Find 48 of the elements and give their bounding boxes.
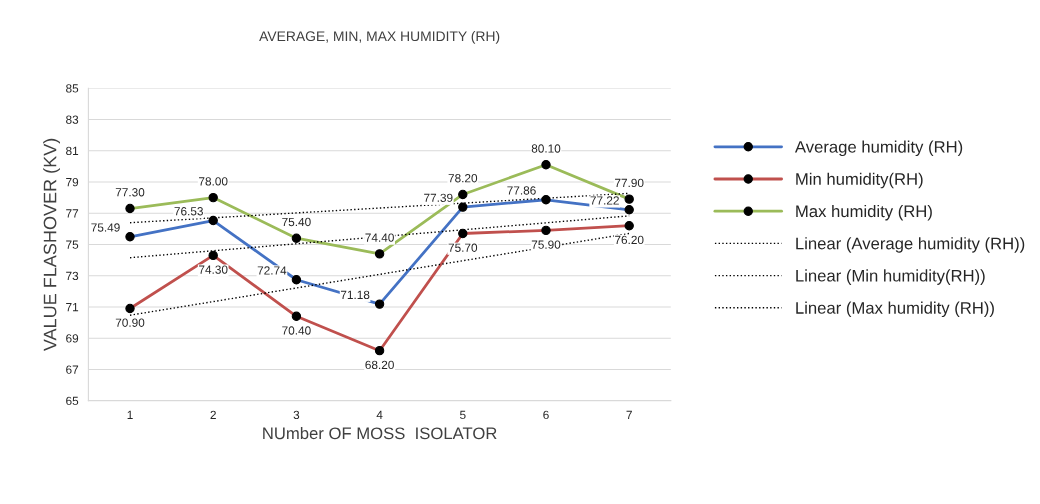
data-label: 74.30 [199,265,228,274]
data-label: 68.20 [365,360,394,370]
data-label: 78.00 [199,177,228,186]
y-tick-label: 83 [66,115,79,124]
data-label: 75.49 [91,223,120,232]
legend-label: Min humidity(RH) [796,172,923,189]
data-label: 77.39 [424,193,453,202]
data-label: 71.18 [340,290,370,300]
y-tick-label: 67 [66,365,79,374]
data-label: 77.30 [115,188,145,197]
y-tick-label: 81 [66,146,79,156]
data-label: 78.20 [448,174,478,183]
y-tick-label: 71 [66,303,79,312]
data-label: 77.90 [615,178,644,188]
y-tick-label: 73 [66,271,79,281]
legend-label: Average humidity (RH) [794,140,963,157]
data-label: 70.90 [115,318,145,327]
y-tick-label: 69 [66,334,79,343]
data-label: 74.40 [365,233,394,242]
legend-label: Max humidity (RH) [796,204,932,221]
x-tick-label: 2 [210,410,216,419]
x-tick-label: 1 [127,410,133,419]
data-label: 75.90 [531,240,561,249]
x-tick-label: 5 [459,410,466,420]
x-axis-title: NUmber OF MOSS ISOLATOR [263,426,497,440]
data-label: 77.86 [507,186,536,195]
x-tick-label: 7 [626,410,632,419]
y-axis-title: VALUE FLASHOVER (KV) [43,138,60,352]
data-label: 70.40 [282,326,311,335]
data-label: 72.74 [257,266,287,275]
data-label: 76.53 [174,207,203,216]
y-tick-label: 65 [66,396,79,406]
x-tick-label: 4 [376,410,383,419]
chart-title: AVERAGE, MIN, MAX HUMIDITY (RH) [259,30,500,44]
data-label: 77.22 [590,196,619,205]
legend-label: Linear (Min humidity(RH)) [796,269,985,285]
legend-label: Linear (Average humidity (RH)) [796,237,1025,253]
y-tick-label: 75 [66,240,79,249]
x-tick-label: 3 [293,410,300,420]
legend-label: Linear (Max humidity (RH)) [796,301,994,318]
y-tick-label: 79 [66,177,79,187]
data-label: 76.20 [615,235,644,245]
data-label: 80.10 [531,144,561,153]
y-tick-label: 77 [66,209,79,218]
data-label: 75.40 [282,217,311,227]
y-tick-label: 85 [66,84,79,93]
x-tick-label: 6 [543,410,549,420]
data-label: 75.70 [448,243,478,252]
